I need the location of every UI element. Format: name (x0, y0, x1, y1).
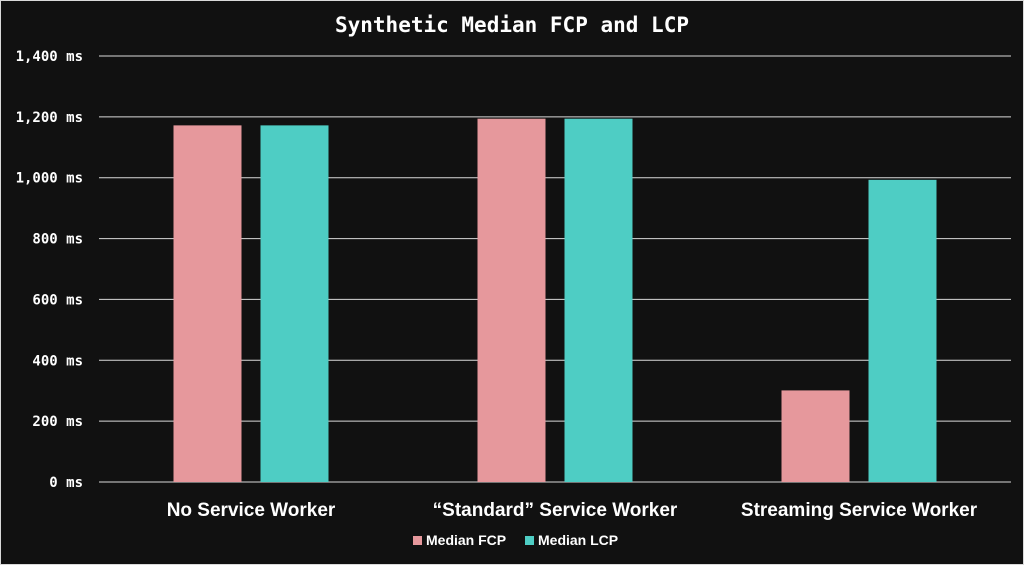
y-tick-label: 1,000 ms (16, 171, 83, 187)
x-tick-label: “Standard” Service Worker (433, 500, 678, 521)
y-tick-label: 400 ms (32, 353, 83, 369)
bar-median-fcp (173, 125, 242, 483)
bar-median-fcp (477, 118, 546, 482)
x-tick-label: No Service Worker (167, 500, 336, 521)
legend-label: Median FCP (426, 532, 506, 548)
y-tick-label: 200 ms (32, 414, 83, 430)
bars (173, 118, 937, 483)
x-tick-label: Streaming Service Worker (741, 500, 978, 521)
bar-median-lcp (564, 118, 633, 482)
legend: Median FCP Median LCP (413, 532, 618, 548)
bar-median-lcp (260, 125, 329, 483)
y-tick-label: 800 ms (32, 232, 83, 248)
y-tick-label: 1,200 ms (16, 110, 83, 126)
legend-label: Median LCP (538, 532, 618, 548)
y-axis-ticks: 0 ms 200 ms 400 ms 600 ms 800 ms 1,000 ms 1,20… (16, 49, 83, 491)
legend-swatch (525, 536, 534, 545)
legend-swatch (413, 536, 422, 545)
y-tick-label: 0 ms (49, 475, 83, 491)
y-tick-label: 1,400 ms (16, 49, 83, 65)
gridlines (99, 55, 1011, 483)
bar-median-lcp (868, 179, 937, 482)
x-axis-ticks: No Service Worker “Standard” Service Work… (167, 500, 978, 521)
chart-title: Synthetic Median FCP and LCP (335, 13, 689, 37)
y-tick-label: 600 ms (32, 292, 83, 308)
bar-median-fcp (781, 390, 850, 482)
